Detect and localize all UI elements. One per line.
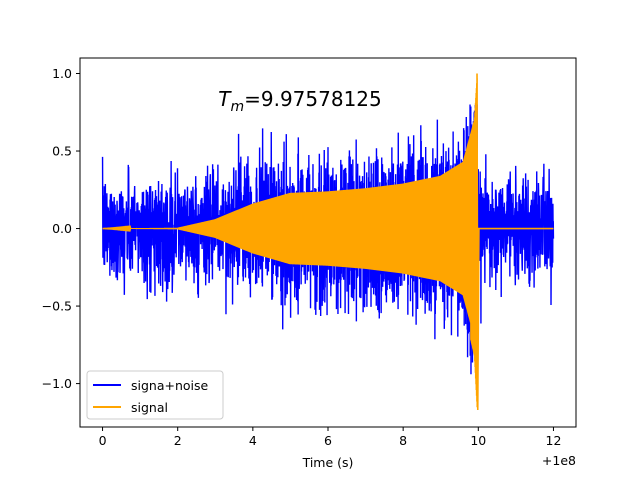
ticks-layer: 0 2 4 6 8 10 12 −1.0 −0.5 0.0 0.5 1.0: [42, 66, 562, 448]
y-tick-label: 0.5: [52, 144, 72, 159]
x-tick-label: 8: [399, 433, 407, 448]
y-tick-label: −0.5: [42, 299, 72, 314]
legend: signa+noise signal: [86, 370, 224, 420]
y-tick-label: 1.0: [52, 66, 72, 81]
chart-title: Tm=9.97578125: [218, 87, 382, 115]
series-line-signal: [102, 73, 554, 410]
x-axis-label: Time (s): [302, 455, 354, 470]
x-axis-offset-label: +1e8: [542, 453, 576, 468]
legend-label-signal-noise: signa+noise: [131, 378, 209, 393]
legend-label-signal: signal: [131, 400, 168, 415]
plot-area: [101, 73, 555, 410]
series-line-signal-noise: [101, 104, 555, 375]
y-tick-label: 0.0: [52, 221, 72, 236]
x-tick-label: 4: [249, 433, 257, 448]
series-layer: [101, 73, 555, 410]
y-tick-label: −1.0: [42, 376, 72, 391]
x-tick-label: 2: [174, 433, 182, 448]
x-tick-label: 12: [546, 433, 562, 448]
x-tick-label: 6: [324, 433, 332, 448]
x-tick-label: 10: [470, 433, 486, 448]
x-tick-label: 0: [99, 433, 107, 448]
